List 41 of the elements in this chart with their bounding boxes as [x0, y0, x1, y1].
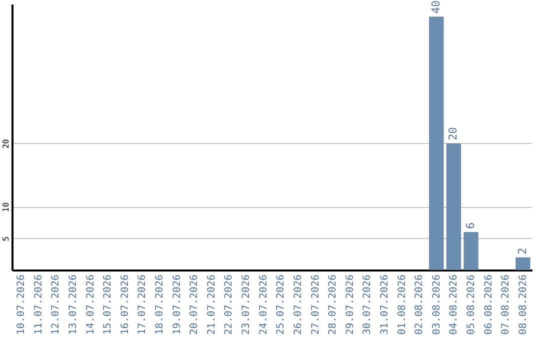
data-label: 2 — [516, 248, 529, 254]
x-tick-label: 03.08.2026 — [431, 274, 442, 335]
x-tick-label: 31.07.2026 — [379, 274, 390, 335]
x-tick-label: 13.07.2026 — [68, 274, 79, 335]
x-tick-label: 20.07.2026 — [189, 274, 200, 335]
y-tick-label: 20 — [2, 138, 10, 149]
x-tick-label: 18.07.2026 — [154, 274, 166, 335]
x-tick-label: 26.07.2026 — [292, 274, 304, 335]
x-tick-label: 27.07.2026 — [310, 274, 322, 335]
x-tick-label: 29.07.2026 — [344, 274, 356, 335]
data-label: 6 — [464, 222, 477, 229]
x-tick-label: 23.07.2026 — [241, 274, 252, 335]
y-tick-label: 5 — [2, 236, 10, 242]
x-tick-label: 06.08.2026 — [483, 274, 494, 335]
data-label: 20 — [446, 127, 460, 140]
x-tick-label: 11.07.2026 — [33, 274, 44, 335]
y-tick-label: 10 — [2, 202, 10, 212]
x-tick-label: 07.08.2026 — [500, 274, 512, 335]
x-tick-label: 14.07.2026 — [85, 274, 96, 335]
x-tick-label: 16.07.2026 — [120, 274, 131, 335]
x-tick-label: 22.07.2026 — [224, 274, 235, 335]
x-tick-label: 01.08.2026 — [396, 274, 408, 335]
bar — [429, 16, 444, 270]
bar — [464, 232, 478, 270]
data-label: 40 — [429, 0, 442, 14]
x-tick-label: 12.07.2026 — [50, 274, 62, 335]
x-tick-label: 17.07.2026 — [137, 274, 148, 335]
x-tick-label: 25.07.2026 — [276, 274, 287, 335]
x-tick-label: 21.07.2026 — [206, 274, 218, 335]
x-tick-label: 28.07.2026 — [328, 274, 339, 335]
bar — [516, 257, 530, 270]
x-tick-label: 30.07.2026 — [362, 274, 374, 335]
x-tick-label: 08.08.2026 — [518, 274, 529, 335]
x-tick-label: 05.08.2026 — [466, 274, 477, 335]
x-tick-label: 19.07.2026 — [172, 274, 183, 335]
x-tick-label: 24.07.2026 — [258, 274, 270, 335]
x-tick-label: 10.07.2026 — [16, 274, 28, 335]
x-tick-label: 04.08.2026 — [448, 274, 460, 335]
x-tick-label: 02.08.2026 — [414, 274, 426, 335]
x-tick-label: 15.07.2026 — [102, 274, 114, 335]
bar — [446, 143, 462, 270]
